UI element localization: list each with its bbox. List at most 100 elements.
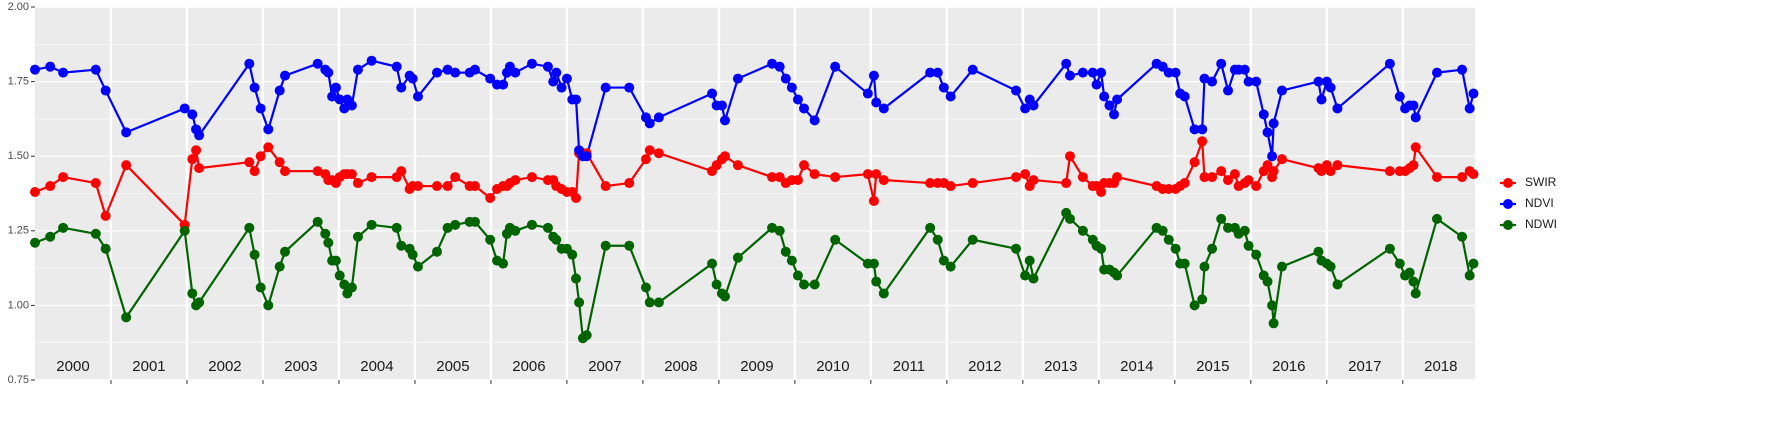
data-point bbox=[938, 82, 949, 93]
x-tick-label: 2007 bbox=[588, 358, 621, 375]
data-point bbox=[1020, 103, 1031, 114]
data-point bbox=[600, 181, 611, 192]
data-point bbox=[1332, 103, 1343, 114]
data-point bbox=[732, 160, 743, 171]
data-point bbox=[100, 85, 111, 96]
data-point bbox=[274, 85, 285, 96]
data-point bbox=[809, 169, 820, 180]
data-point bbox=[330, 82, 341, 93]
data-point bbox=[407, 249, 418, 260]
data-point bbox=[624, 178, 635, 189]
data-point bbox=[485, 192, 496, 203]
data-point bbox=[391, 61, 402, 72]
data-point bbox=[1468, 258, 1479, 269]
data-point bbox=[1077, 67, 1088, 78]
data-point bbox=[1332, 279, 1343, 290]
data-point bbox=[194, 163, 205, 174]
data-point bbox=[58, 222, 69, 233]
data-point bbox=[485, 73, 496, 84]
data-point bbox=[551, 67, 562, 78]
data-point bbox=[556, 82, 567, 93]
data-point bbox=[330, 255, 341, 266]
data-point bbox=[1408, 160, 1419, 171]
data-point bbox=[249, 166, 260, 177]
data-point bbox=[45, 61, 56, 72]
data-point bbox=[1243, 76, 1254, 87]
data-point bbox=[548, 76, 559, 87]
data-point bbox=[526, 58, 537, 69]
data-point bbox=[1077, 225, 1088, 236]
data-point bbox=[967, 234, 978, 245]
data-point bbox=[1239, 225, 1250, 236]
x-tick-label: 2006 bbox=[512, 358, 545, 375]
data-point bbox=[1384, 243, 1395, 254]
data-point bbox=[1011, 172, 1022, 183]
data-point bbox=[653, 112, 664, 123]
data-point bbox=[774, 61, 785, 72]
data-point bbox=[1179, 258, 1190, 269]
data-point bbox=[871, 169, 882, 180]
data-point bbox=[1267, 151, 1278, 162]
data-point bbox=[431, 67, 442, 78]
data-point bbox=[30, 64, 40, 75]
data-point bbox=[1251, 76, 1262, 87]
data-point bbox=[809, 279, 820, 290]
data-point bbox=[868, 195, 879, 206]
data-point bbox=[719, 291, 730, 302]
data-point bbox=[450, 67, 461, 78]
data-point bbox=[707, 258, 718, 269]
data-point bbox=[1432, 213, 1443, 224]
data-point bbox=[1468, 88, 1479, 99]
data-point bbox=[1457, 64, 1468, 75]
data-point bbox=[121, 127, 132, 138]
data-point bbox=[346, 100, 357, 111]
data-point bbox=[1163, 184, 1174, 195]
data-point bbox=[450, 219, 461, 230]
data-point bbox=[1325, 166, 1336, 177]
data-point bbox=[574, 297, 585, 308]
data-point bbox=[179, 103, 190, 114]
x-tick-label: 2008 bbox=[664, 358, 697, 375]
data-point bbox=[255, 282, 266, 293]
data-point bbox=[255, 151, 266, 162]
data-point bbox=[862, 88, 873, 99]
data-point bbox=[90, 64, 101, 75]
data-point bbox=[792, 94, 803, 105]
legend-key-point bbox=[1503, 178, 1513, 188]
legend-label: NDVI bbox=[1525, 196, 1554, 210]
data-point bbox=[510, 67, 521, 78]
data-point bbox=[1099, 91, 1110, 102]
data-point bbox=[469, 181, 480, 192]
data-point bbox=[431, 181, 442, 192]
y-tick-label: 1.75 bbox=[8, 76, 29, 88]
data-point bbox=[1408, 100, 1419, 111]
data-point bbox=[187, 154, 198, 165]
data-point bbox=[1011, 243, 1022, 254]
data-point bbox=[1251, 181, 1262, 192]
data-point bbox=[312, 166, 323, 177]
data-point bbox=[878, 175, 889, 186]
data-point bbox=[442, 222, 453, 233]
data-point bbox=[58, 67, 69, 78]
data-point bbox=[1189, 124, 1200, 135]
data-point bbox=[1189, 157, 1200, 168]
data-point bbox=[526, 172, 537, 183]
data-point bbox=[871, 97, 882, 108]
data-point bbox=[581, 151, 592, 162]
data-point bbox=[510, 225, 521, 236]
data-point bbox=[945, 181, 956, 192]
x-tick-label: 2002 bbox=[208, 358, 241, 375]
legend-key-point bbox=[1503, 199, 1513, 209]
data-point bbox=[624, 82, 635, 93]
data-point bbox=[1109, 109, 1120, 120]
data-point bbox=[1112, 270, 1123, 281]
data-point bbox=[1258, 109, 1269, 120]
data-point bbox=[732, 73, 743, 84]
data-point bbox=[412, 261, 423, 272]
data-point bbox=[1199, 172, 1210, 183]
x-tick-label: 2009 bbox=[740, 358, 773, 375]
data-point bbox=[799, 103, 810, 114]
data-point bbox=[249, 82, 260, 93]
data-point bbox=[274, 157, 285, 168]
data-point bbox=[767, 58, 778, 69]
